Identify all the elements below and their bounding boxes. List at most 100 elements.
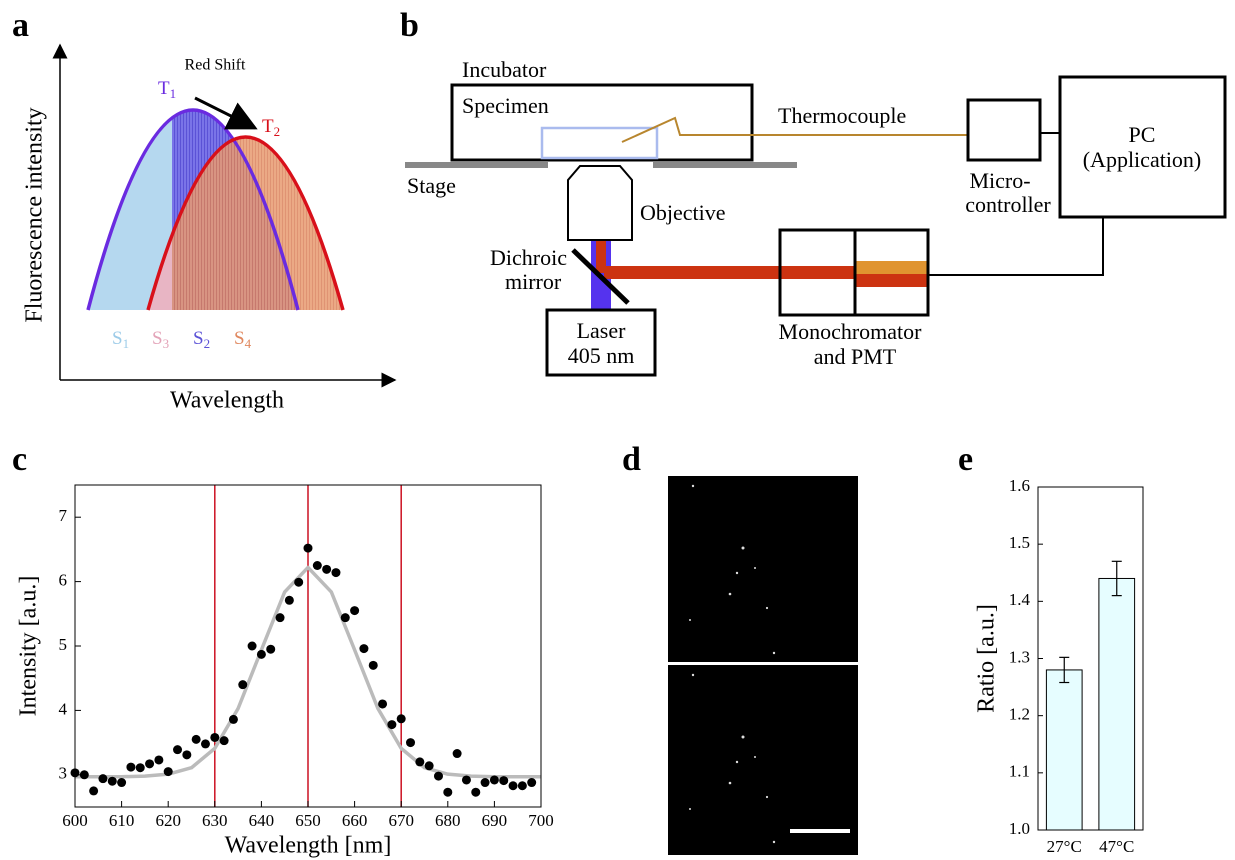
label: controller [965, 192, 1051, 217]
data-point [266, 645, 275, 654]
area-label: S2 [193, 328, 210, 351]
spot [692, 485, 694, 487]
y-tick-label: 1.1 [1009, 762, 1030, 781]
area-label: S3 [152, 328, 169, 351]
data-point [164, 767, 173, 776]
data-point [527, 778, 536, 787]
panel-d [668, 476, 858, 855]
label: Specimen [462, 93, 549, 118]
data-point [145, 759, 154, 768]
data-point [387, 720, 396, 729]
data-point [192, 735, 201, 744]
panel-label: b [400, 7, 419, 44]
data-point [210, 733, 219, 742]
x-tick-label: 630 [202, 811, 228, 830]
data-point [425, 761, 434, 770]
x-tick-label: 670 [388, 811, 414, 830]
data-point [518, 781, 527, 790]
bar [1099, 578, 1135, 830]
panel-label: c [12, 441, 27, 478]
y-tick-label: 1.2 [1009, 705, 1030, 724]
spot [689, 619, 691, 621]
panel-label: a [12, 7, 29, 44]
label: PC [1129, 122, 1156, 147]
pmt-beam [855, 261, 928, 274]
annotation: Red Shift [185, 57, 246, 74]
area-label: S1 [112, 328, 129, 351]
data-point [136, 763, 145, 772]
label: Stage [407, 173, 456, 198]
spot [692, 674, 694, 676]
spot [729, 782, 732, 785]
curve-label: T1 [158, 78, 176, 101]
label: Thermocouple [778, 103, 906, 128]
data-point [117, 778, 126, 787]
data-point [359, 644, 368, 653]
data-point [369, 661, 378, 670]
data-point [89, 786, 98, 795]
x-tick-label: 47°C [1099, 837, 1134, 856]
figure: a b c d e Red Shift T1 T2 S1 S3 S2 S4 Fl… [0, 0, 1235, 860]
data-point [98, 774, 107, 783]
spot [773, 652, 775, 654]
y-tick-label: 1.0 [1009, 819, 1030, 838]
spot [754, 567, 756, 569]
data-point [285, 596, 294, 605]
spot [729, 593, 732, 596]
y-tick-label: 1.4 [1009, 590, 1031, 609]
x-tick-label: 680 [435, 811, 461, 830]
data-point [173, 745, 182, 754]
data-point [257, 650, 266, 659]
panel-a: Red Shift T1 T2 S1 S3 S2 S4 Fluorescence… [22, 45, 396, 414]
data-point [378, 699, 387, 708]
data-point [238, 680, 247, 689]
y-tick-label: 7 [59, 506, 68, 525]
x-axis-label: Wavelength [170, 388, 284, 414]
spot [754, 756, 756, 758]
label: and PMT [814, 344, 897, 369]
label: Monochromator [779, 319, 923, 344]
data-point [182, 750, 191, 759]
data-point [154, 755, 163, 764]
data-point [490, 775, 499, 784]
data-point [443, 788, 452, 797]
label: Incubator [462, 57, 547, 82]
y-tick-label: 1.3 [1009, 647, 1030, 666]
label: Laser [577, 318, 627, 343]
data-point [397, 714, 406, 723]
y-tick-label: 6 [59, 571, 68, 590]
x-tick-label: 660 [342, 811, 368, 830]
micrograph [668, 665, 858, 855]
microcontroller-box [968, 100, 1040, 160]
label: Objective [640, 200, 726, 225]
y-tick-label: 5 [59, 635, 68, 654]
data-point [229, 715, 238, 724]
spot [773, 841, 775, 843]
data-point [481, 778, 490, 787]
label: mirror [505, 269, 562, 294]
pmt-beam [855, 274, 928, 287]
y-axis-label: Ratio [a.u.] [974, 604, 1000, 713]
data-point [304, 544, 313, 553]
y-axis-label: Intensity [a.u.] [16, 576, 42, 717]
y-tick-label: 1.6 [1009, 476, 1030, 495]
data-point [220, 736, 229, 745]
spot [736, 761, 738, 763]
y-tick-label: 3 [59, 764, 68, 783]
label: Micro- [969, 168, 1030, 193]
data-point [341, 613, 350, 622]
scale-bar [790, 829, 850, 833]
panel-label: e [958, 441, 973, 478]
spot [736, 572, 738, 574]
data-point [294, 578, 303, 587]
data-point [415, 757, 424, 766]
data-point [434, 772, 443, 781]
x-tick-label: 640 [249, 811, 275, 830]
x-tick-label: 690 [482, 811, 508, 830]
data-point [331, 568, 340, 577]
data-point [276, 613, 285, 622]
data-point [201, 739, 210, 748]
bar [1046, 670, 1082, 830]
